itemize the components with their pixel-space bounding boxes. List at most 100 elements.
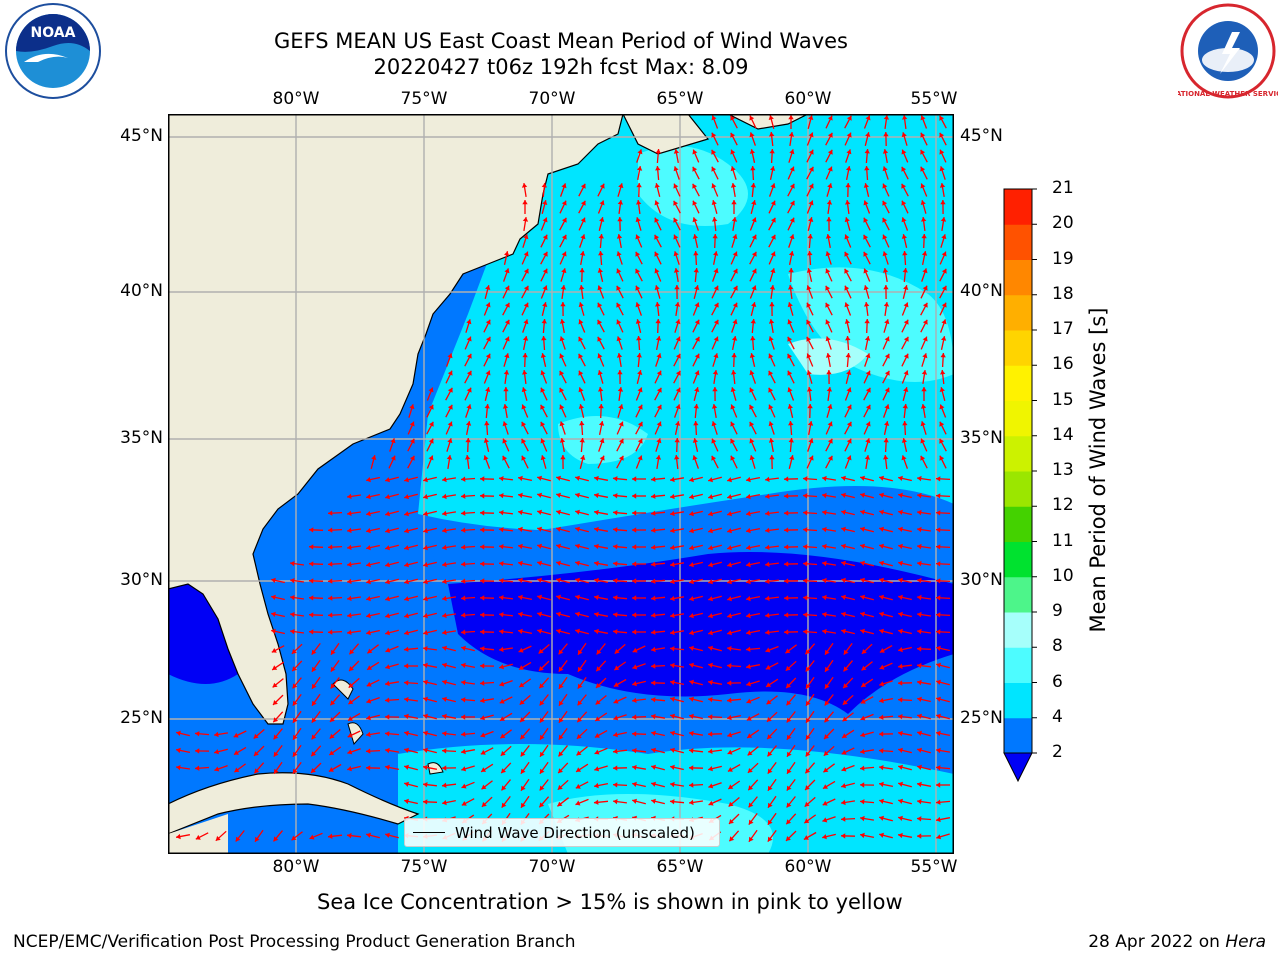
direction-arrowhead [692, 438, 698, 443]
direction-arrowhead [575, 509, 580, 515]
colorbar-tick-label: 16 [1052, 354, 1074, 375]
direction-arrowhead [594, 733, 600, 738]
direction-arrowhead [575, 628, 580, 634]
direction-arrowhead [860, 492, 865, 498]
direction-arrowhead [898, 594, 903, 600]
direction-arrowhead [504, 336, 510, 342]
direction-arrowhead [879, 815, 884, 821]
direction-arrowhead [860, 560, 865, 566]
direction-arrowhead [480, 527, 485, 533]
lon-tick-top: 70°W [528, 89, 576, 109]
direction-arrowhead [502, 404, 509, 409]
direction-arrowhead [767, 836, 773, 842]
direction-arrowhead [613, 732, 618, 738]
direction-arrowhead [541, 319, 547, 324]
direction-arrowhead [347, 833, 352, 839]
direction-arrowhead [804, 818, 810, 824]
direction-arrowhead [466, 404, 472, 410]
direction-arrowhead [655, 166, 661, 171]
direction-arrowhead [596, 649, 602, 655]
direction-arrowhead [540, 387, 546, 393]
direction-arrowhead [598, 234, 604, 239]
direction-arrowhead [713, 302, 719, 308]
direction-arrowhead [311, 734, 317, 740]
direction-arrowhead [654, 251, 660, 257]
direction-arrowhead [917, 730, 922, 736]
chart-subtitle: 20220427 t06z 192h fcst Max: 8.09 [373, 55, 749, 79]
lat-tick-right: 40°N [960, 281, 1003, 301]
direction-arrowhead [936, 527, 941, 533]
direction-arrowhead [409, 404, 415, 410]
direction-arrowhead [843, 649, 849, 655]
direction-arrowhead [749, 115, 755, 121]
direction-arrowhead [480, 715, 485, 721]
direction-arrowhead [423, 662, 428, 669]
direction-arrowhead [841, 577, 846, 583]
direction-arrowhead [879, 526, 884, 532]
direction-arrowhead [328, 527, 333, 533]
direction-arrowhead [234, 767, 240, 773]
direction-arrowhead [865, 387, 871, 393]
direction-arrowhead [808, 149, 814, 155]
direction-arrowhead [746, 595, 751, 602]
direction-arrowhead [920, 404, 927, 409]
direction-arrowhead [632, 697, 637, 703]
direction-arrowhead [768, 353, 774, 359]
direction-arrowhead [404, 562, 409, 568]
direction-arrowhead [556, 526, 561, 532]
direction-arrowhead [499, 612, 504, 618]
nws-logo-text: NATIONAL WEATHER SERVICE [1178, 90, 1278, 98]
direction-arrowhead [635, 217, 641, 223]
direction-arrowhead [940, 370, 946, 375]
direction-arrowhead [825, 649, 830, 655]
direction-arrowhead [708, 494, 713, 500]
direction-arrowhead [765, 510, 770, 516]
direction-arrowhead [613, 612, 618, 618]
direction-arrowhead [176, 747, 181, 754]
direction-arrowhead [939, 115, 945, 121]
direction-arrowhead [557, 784, 563, 790]
direction-arrowhead [786, 734, 792, 740]
direction-arrowhead [922, 353, 928, 359]
direction-arrowhead [807, 234, 813, 239]
direction-arrowhead [176, 765, 181, 771]
colorbar-tick-label: 9 [1052, 601, 1063, 621]
direction-arrowhead [404, 477, 409, 483]
direction-arrowhead [329, 733, 335, 739]
direction-arrowhead [789, 234, 795, 240]
direction-arrowhead [844, 251, 850, 257]
direction-arrowhead [404, 680, 409, 686]
direction-arrowhead [805, 768, 811, 774]
direction-arrowhead [864, 455, 871, 460]
direction-arrowhead [917, 696, 922, 702]
direction-arrowhead [822, 526, 827, 533]
direction-arrowhead [689, 562, 694, 568]
direction-arrowhead [803, 595, 808, 601]
direction-arrowhead [559, 438, 566, 443]
direction-arrowhead [561, 200, 567, 206]
direction-arrowhead [941, 302, 947, 308]
direction-arrowhead [480, 680, 485, 686]
direction-arrowhead [580, 217, 586, 223]
direction-arrowhead [713, 353, 719, 359]
direction-arrowhead [423, 696, 428, 702]
direction-arrowhead [939, 404, 945, 410]
direction-arrowhead [614, 665, 620, 671]
direction-arrowhead [597, 353, 603, 359]
direction-arrowhead [692, 183, 698, 189]
lat-tick-left: 45°N [120, 126, 163, 146]
direction-arrowhead [385, 731, 390, 737]
direction-arrowhead [936, 696, 941, 702]
direction-arrowhead [651, 781, 656, 787]
direction-arrowhead [540, 751, 545, 757]
direction-arrowhead [559, 700, 564, 706]
colorbar-segment [1004, 435, 1032, 472]
direction-arrowhead [727, 579, 732, 585]
direction-arrowhead [803, 561, 808, 567]
direction-arrowhead [732, 251, 738, 257]
direction-arrowhead [865, 370, 871, 376]
direction-arrowhead [575, 560, 580, 566]
direction-arrowhead [901, 234, 907, 239]
direction-arrowhead [804, 801, 810, 807]
direction-arrowhead [442, 696, 447, 702]
